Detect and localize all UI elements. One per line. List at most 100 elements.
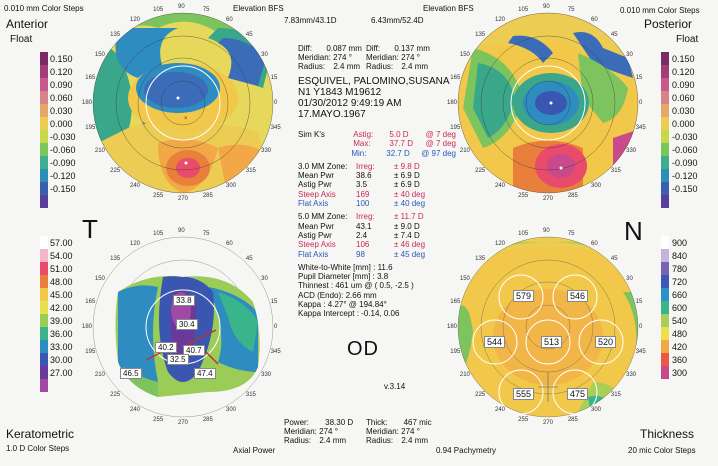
elevation-scale-right-labels: 0.150 0.120 0.090 0.060 0.030 0.000 -0.030 -0.0…	[672, 54, 698, 194]
degree-label: 150	[94, 52, 105, 58]
degree-label: 45	[245, 32, 253, 39]
measurement-panel: Sim K's Astig: 5.0 D @ 7 deg Max: 37.7 D @ 7 …	[298, 130, 456, 319]
pachy-value: 475	[567, 388, 589, 400]
degree-label: 285	[202, 192, 213, 199]
degree-label: 120	[495, 16, 506, 23]
scale-swatch	[40, 91, 48, 104]
degree-label: 330	[626, 148, 637, 154]
degree-label: 255	[153, 416, 164, 423]
pachy-value: 555	[513, 388, 535, 400]
scale-swatch	[661, 52, 669, 65]
degree-label: 240	[130, 183, 141, 190]
degree-label: 300	[226, 183, 237, 190]
scale-swatch	[40, 301, 48, 314]
degree-label: 165	[85, 299, 96, 306]
anterior-elevation-map[interactable]: ×	[88, 8, 278, 198]
patient-info: ESQUIVEL, PALOMINO,SUSANA N1 Y1843 M1961…	[298, 76, 450, 120]
degree-label: 285	[202, 416, 213, 423]
scale-swatch	[661, 314, 669, 327]
degree-label: 315	[610, 391, 621, 398]
degree-label: 180	[447, 100, 458, 106]
scale-swatch	[40, 156, 48, 169]
scale-swatch	[40, 143, 48, 156]
degree-label: 225	[475, 167, 486, 174]
scale-swatch	[40, 52, 48, 65]
bfs-right-value: 6.43mm/52.4D	[371, 16, 424, 25]
degree-label: 105	[518, 231, 529, 238]
thickness-map[interactable]	[453, 232, 643, 422]
degree-label: 45	[610, 256, 618, 263]
kerato-value: 47.4	[194, 368, 216, 379]
degree-label: 105	[153, 7, 164, 14]
degree-label: 225	[110, 167, 121, 174]
degree-label: 240	[495, 183, 506, 190]
posterior-elevation-map[interactable]	[453, 8, 643, 198]
scale-swatch	[40, 236, 48, 249]
scale-swatch	[661, 275, 669, 288]
nasal-letter: N	[624, 216, 643, 246]
kerato-value: 40.2	[155, 342, 177, 353]
degree-label: 255	[518, 416, 529, 423]
scale-swatch	[661, 195, 669, 208]
degree-label: 195	[85, 124, 96, 131]
degree-label: 0	[639, 100, 643, 106]
scale-swatch	[40, 327, 48, 340]
degree-label: 240	[130, 407, 141, 414]
scale-swatch	[661, 249, 669, 262]
degree-label: 90	[543, 4, 550, 10]
degree-label: 345	[635, 348, 646, 355]
degree-label: 315	[610, 167, 621, 174]
degree-label: 225	[475, 391, 486, 398]
eye-label: OD	[347, 338, 379, 360]
pachymetry-label: 0.94 Pachymetry	[436, 446, 497, 455]
elevation-scale-left-labels: 0.150 0.120 0.090 0.060 0.030 0.000 -0.030 -0.0…	[50, 54, 76, 194]
degree-label: 150	[94, 276, 105, 282]
degree-label: 30	[626, 276, 633, 282]
version-label: v.3.14	[384, 382, 406, 391]
scale-swatch	[661, 366, 669, 379]
scale-swatch	[40, 275, 48, 288]
scale-swatch	[40, 169, 48, 182]
scale-swatch	[40, 366, 48, 379]
degree-label: 30	[261, 52, 268, 58]
degree-label: 15	[270, 75, 278, 82]
scale-swatch	[661, 169, 669, 182]
degree-label: 165	[85, 75, 96, 82]
posterior-title: Posterior	[644, 17, 693, 31]
scale-swatch	[661, 130, 669, 143]
degree-label: 345	[270, 348, 281, 355]
elevation-scale-right	[661, 52, 669, 208]
anterior-title: Anterior	[6, 17, 49, 31]
diff-block-right: Diff: 0.137 mm Meridian: 274 ° Radius: 2…	[366, 44, 430, 71]
degree-label: 90	[543, 228, 550, 234]
scale-swatch	[40, 195, 48, 208]
degree-label: 135	[110, 32, 121, 39]
patient-name: ESQUIVEL, PALOMINO,SUSANA	[298, 76, 450, 87]
degree-label: 60	[591, 240, 598, 247]
degree-label: 330	[261, 372, 272, 378]
degree-label: 150	[459, 276, 470, 282]
temporal-letter: T	[82, 214, 98, 244]
degree-label: 315	[245, 391, 256, 398]
degree-label: 60	[226, 240, 233, 247]
degree-label: 15	[635, 299, 643, 306]
degree-label: 210	[94, 148, 105, 154]
exam-datetime: 01/30/2012 9:49:19 AM	[298, 98, 402, 109]
degree-label: 0	[274, 324, 278, 330]
degree-label: 300	[226, 407, 237, 414]
degree-label: 210	[459, 372, 470, 378]
pachy-value: 546	[567, 290, 589, 302]
degree-label: 330	[261, 148, 272, 154]
degree-label: 0	[639, 324, 643, 330]
top-left-color-steps: 0.010 mm Color Steps	[4, 4, 84, 13]
scale-swatch	[661, 327, 669, 340]
scale-swatch	[40, 262, 48, 275]
degree-label: 135	[475, 32, 486, 39]
degree-label: 75	[202, 7, 210, 14]
elevation-scale-left	[40, 52, 48, 208]
scale-swatch	[40, 78, 48, 91]
top-right-color-steps: 0.010 mm Color Steps	[620, 6, 700, 15]
degree-label: 180	[447, 324, 458, 330]
degree-label: 270	[178, 420, 189, 426]
degree-label: 270	[543, 420, 554, 426]
